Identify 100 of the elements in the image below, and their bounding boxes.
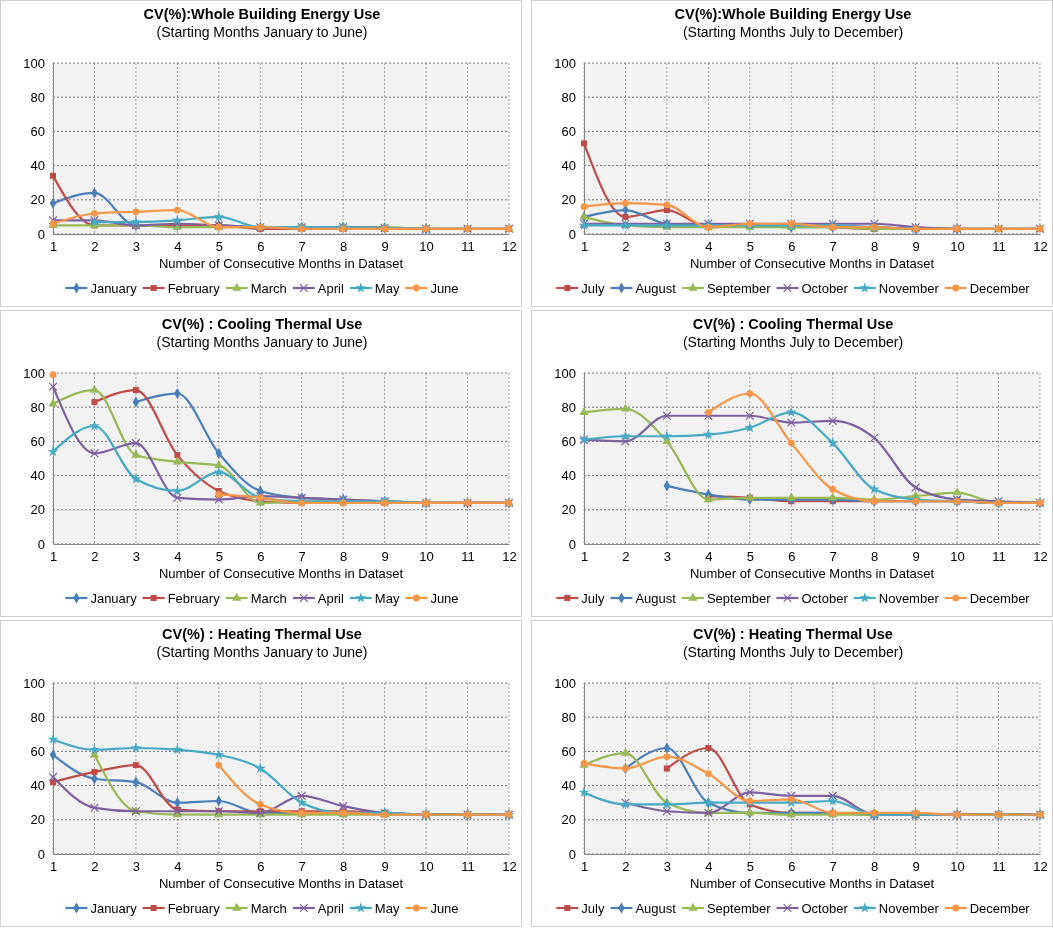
x-tick-label: 11 [992, 859, 1006, 875]
x-tick-label: 1 [49, 239, 58, 255]
y-tick-label: 40 [30, 158, 45, 174]
legend-label: October [801, 590, 849, 606]
chart-title: CV(%):Whole Building Energy Use [143, 6, 381, 22]
x-tick-label: 6 [257, 549, 265, 565]
x-tick-label: 10 [950, 859, 965, 875]
x-tick-label: 10 [419, 549, 434, 565]
x-tick-label: 4 [705, 549, 713, 565]
y-tick-label: 0 [37, 536, 45, 552]
y-tick-label: 60 [561, 124, 576, 140]
y-tick-label: 80 [561, 709, 576, 725]
x-tick-label: 11 [992, 549, 1006, 565]
legend-label: April [317, 590, 344, 606]
y-tick-label: 100 [554, 675, 576, 691]
x-tick-label: 7 [829, 859, 837, 875]
legend-label: May [374, 900, 400, 916]
legend-label: December [969, 280, 1031, 296]
legend-label: August [635, 900, 677, 916]
x-axis-title: Number of Consecutive Months in Dataset [158, 876, 404, 891]
legend-label: April [317, 280, 344, 296]
x-tick-label: 12 [502, 239, 517, 255]
y-tick-label: 80 [561, 89, 576, 105]
legend-label: July [581, 280, 605, 296]
y-tick-label: 60 [561, 434, 576, 450]
x-tick-label: 2 [91, 239, 99, 255]
x-tick-label: 3 [132, 859, 141, 875]
y-tick-label: 80 [30, 89, 45, 105]
legend-label: January [90, 280, 138, 296]
x-tick-label: 7 [298, 239, 306, 255]
x-tick-label: 9 [912, 549, 920, 565]
legend-label: April [317, 900, 344, 916]
x-tick-label: 1 [49, 549, 58, 565]
y-tick-label: 60 [561, 744, 576, 760]
x-tick-label: 3 [663, 549, 672, 565]
x-tick-label: 7 [298, 859, 306, 875]
y-tick-label: 100 [23, 675, 45, 691]
legend-label: September [706, 280, 772, 296]
x-tick-label: 8 [871, 859, 879, 875]
x-tick-label: 8 [871, 239, 879, 255]
legend-label: February [167, 590, 221, 606]
legend-label: December [969, 590, 1031, 606]
x-tick-label: 2 [91, 549, 99, 565]
x-tick-label: 10 [950, 239, 965, 255]
y-tick-label: 100 [23, 365, 45, 381]
y-tick-label: 0 [568, 226, 576, 242]
x-tick-label: 6 [788, 859, 796, 875]
legend-label: March [250, 900, 287, 916]
x-tick-label: 7 [298, 549, 306, 565]
x-tick-label: 3 [663, 859, 672, 875]
x-tick-label: 12 [1033, 859, 1048, 875]
y-tick-label: 40 [561, 778, 576, 794]
x-tick-label: 10 [419, 239, 434, 255]
y-tick-label: 60 [30, 744, 45, 760]
x-tick-label: 6 [788, 549, 796, 565]
x-tick-label: 4 [174, 549, 182, 565]
x-tick-label: 9 [381, 549, 389, 565]
legend-label: September [706, 900, 772, 916]
y-tick-label: 100 [23, 55, 45, 71]
x-tick-label: 4 [174, 859, 182, 875]
x-tick-label: 9 [912, 859, 920, 875]
chart-title: CV(%) : Heating Thermal Use [693, 626, 893, 642]
y-tick-label: 100 [554, 55, 576, 71]
chart-title: CV(%) : Cooling Thermal Use [692, 316, 894, 332]
x-tick-label: 6 [257, 859, 265, 875]
x-tick-label: 4 [705, 859, 713, 875]
x-tick-label: 12 [502, 859, 517, 875]
x-tick-label: 8 [340, 549, 348, 565]
chart-title: CV(%) : Heating Thermal Use [162, 626, 362, 642]
x-tick-label: 3 [663, 239, 672, 255]
chart-subtitle: (Starting Months July to December) [682, 644, 904, 660]
x-tick-label: 12 [1033, 549, 1048, 565]
chart-subtitle: (Starting Months July to December) [682, 24, 904, 40]
y-tick-label: 40 [30, 468, 45, 484]
x-tick-label: 5 [215, 239, 223, 255]
legend-label: June [430, 280, 459, 296]
legend-label: January [90, 900, 138, 916]
legend-label: November [878, 900, 940, 916]
legend-label: August [635, 280, 677, 296]
x-tick-label: 9 [381, 859, 389, 875]
x-tick-label: 5 [215, 859, 223, 875]
x-tick-label: 12 [502, 549, 517, 565]
y-tick-label: 60 [30, 434, 45, 450]
x-tick-label: 3 [132, 239, 141, 255]
legend-label: May [374, 280, 400, 296]
legend-label: May [374, 590, 400, 606]
chart-subtitle: (Starting Months January to June) [156, 24, 368, 40]
chart-subtitle: (Starting Months July to December) [682, 334, 904, 350]
y-tick-label: 20 [561, 502, 576, 518]
x-tick-label: 6 [788, 239, 796, 255]
x-axis-title: Number of Consecutive Months in Dataset [158, 256, 404, 271]
y-tick-label: 40 [561, 158, 576, 174]
x-axis-title: Number of Consecutive Months in Dataset [689, 256, 935, 271]
x-tick-label: 1 [580, 859, 589, 875]
x-tick-label: 9 [381, 239, 389, 255]
x-tick-label: 10 [419, 859, 434, 875]
x-tick-label: 12 [1033, 239, 1048, 255]
y-tick-label: 80 [30, 709, 45, 725]
x-tick-label: 2 [622, 239, 630, 255]
legend-label: July [581, 590, 605, 606]
